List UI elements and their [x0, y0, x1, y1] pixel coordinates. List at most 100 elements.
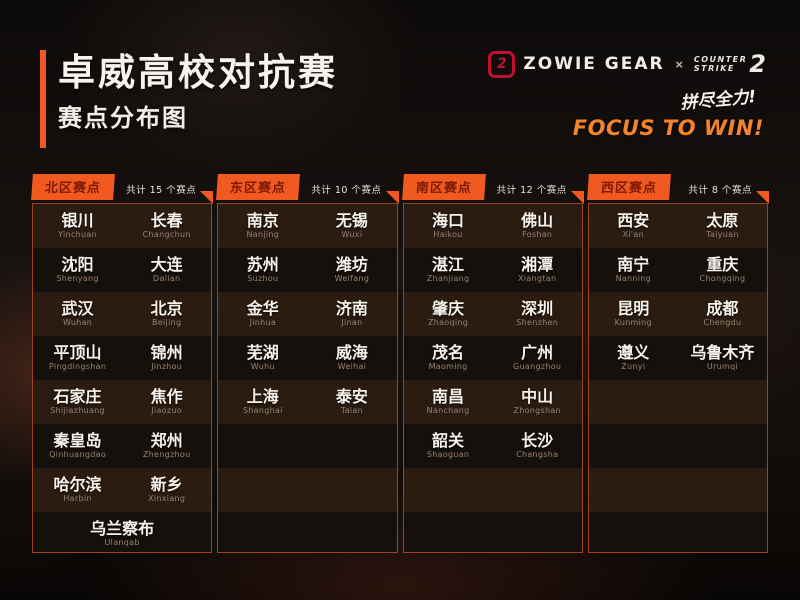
city-row: 遵义 Zunyi 乌鲁木齐 Urumqi	[589, 336, 767, 380]
city-pinyin: Shenzhen	[516, 318, 559, 328]
city-name: 长春	[150, 210, 183, 230]
city-cell: 长春 Changchun	[122, 212, 211, 240]
city-cell: 威海 Weihai	[307, 344, 396, 372]
city-cell: 中山 Zhongshan	[493, 388, 582, 416]
region-count: 共计 10 个赛点	[311, 185, 382, 196]
city-name: 新乡	[150, 474, 183, 494]
city-cell: 上海 Shanghai	[218, 388, 307, 416]
region-count: 共计 12 个赛点	[496, 185, 567, 196]
city-name: 西安	[617, 210, 650, 230]
cs2-logo-line2: STRIKE	[693, 64, 735, 73]
city-pinyin: Wuxi	[341, 230, 363, 240]
city-row: 海口 Haikou 佛山 Foshan	[404, 204, 582, 248]
city-pinyin: Zhengzhou	[142, 450, 191, 460]
city-pinyin: Foshan	[522, 230, 553, 240]
city-pinyin: Weifang	[334, 274, 370, 284]
page-title: 卓威高校对抗赛	[58, 51, 338, 94]
city-cell: 西安 Xi'an	[589, 212, 678, 240]
city-cell: 遵义 Zunyi	[589, 344, 678, 372]
city-row: 沈阳 Shenyang 大连 Dalian	[33, 248, 211, 292]
city-name: 潍坊	[335, 254, 368, 274]
city-pinyin: Yinchuan	[58, 230, 97, 240]
city-pinyin: Beijing	[152, 318, 182, 328]
city-cell: 成都 Chengdu	[678, 300, 767, 328]
city-name: 大连	[150, 254, 183, 274]
city-cell: 韶关 Shaoguan	[404, 432, 493, 460]
city-name: 平顶山	[53, 342, 102, 362]
city-pinyin: Pingdingshan	[48, 362, 107, 372]
city-pinyin: Xi'an	[622, 230, 644, 240]
region-column: 东区赛点 共计 10 个赛点 南京 Nanjing 无锡 Wuxi 苏州 Suzhou 潍坊…	[216, 174, 399, 553]
cs2-logo-line1: COUNTER	[693, 54, 748, 64]
city-pinyin: Wuhu	[250, 362, 275, 372]
city-row: 石家庄 Shijiazhuang 焦作 Jiaozuo	[33, 380, 211, 424]
city-name: 无锡	[335, 210, 368, 230]
city-cell: 焦作 Jiaozuo	[122, 388, 211, 416]
region-panel: 银川 Yinchuan 长春 Changchun 沈阳 Shenyang 大连 Dalian 武…	[32, 203, 213, 553]
city-row: 哈尔滨 Harbin 新乡 Xinxiang	[33, 468, 211, 512]
city-pinyin: Changchun	[142, 230, 191, 240]
region-panel: 西安 Xi'an 太原 Taiyuan 南宁 Nanning 重庆 Chongqing 昆明 Ku…	[587, 203, 768, 553]
city-row: 武汉 Wuhan 北京 Beijing	[33, 292, 211, 336]
region-header: 东区赛点 共计 10 个赛点	[216, 174, 399, 204]
city-row: 银川 Yinchuan 长春 Changchun	[33, 204, 211, 248]
city-name: 焦作	[150, 386, 183, 406]
city-pinyin: Jiaozuo	[151, 406, 183, 416]
city-pinyin: Shanghai	[242, 406, 283, 416]
collab-x-icon: ×	[674, 57, 684, 71]
city-row: 南昌 Nanchang 中山 Zhongshan	[404, 380, 582, 424]
city-cell: 北京 Beijing	[122, 300, 211, 328]
city-name: 银川	[61, 210, 94, 230]
city-pinyin: Maoming	[428, 362, 468, 372]
region-header: 南区赛点 共计 12 个赛点	[401, 174, 584, 204]
city-pinyin: Nanning	[615, 274, 652, 284]
city-pinyin: Zunyi	[621, 362, 646, 372]
city-name: 中山	[521, 386, 554, 406]
city-cell: 金华 Jinhua	[218, 300, 307, 328]
city-name: 南京	[246, 210, 279, 230]
city-cell: 芜湖 Wuhu	[218, 344, 307, 372]
city-name: 深圳	[521, 298, 554, 318]
city-pinyin: Nanchang	[426, 406, 470, 416]
city-pinyin: Jinan	[341, 318, 363, 328]
city-name: 济南	[335, 298, 368, 318]
city-cell: 苏州 Suzhou	[218, 256, 307, 284]
city-cell: 乌兰察布 Ulanqab	[33, 520, 211, 548]
city-pinyin: Wuhan	[62, 318, 93, 328]
city-cell: 湘潭 Xiangtan	[493, 256, 582, 284]
city-name: 南宁	[617, 254, 650, 274]
city-pinyin: Kunming	[614, 318, 652, 328]
city-name: 成都	[706, 298, 739, 318]
corner-accent-icon	[385, 191, 399, 204]
cs2-logo-text: COUNTER STRIKE	[694, 55, 747, 73]
region-panel: 南京 Nanjing 无锡 Wuxi 苏州 Suzhou 潍坊 Weifang 金华 Jinhua…	[217, 203, 398, 553]
city-name: 苏州	[246, 254, 279, 274]
city-name: 湛江	[432, 254, 465, 274]
city-cell: 南宁 Nanning	[589, 256, 678, 284]
city-pinyin: Guangzhou	[513, 362, 562, 372]
city-cell: 无锡 Wuxi	[307, 212, 396, 240]
page-subtitle: 赛点分布图	[58, 104, 188, 132]
city-row: 乌兰察布 Ulanqab	[33, 512, 211, 552]
city-pinyin: Chengdu	[703, 318, 742, 328]
city-cell: 海口 Haikou	[404, 212, 493, 240]
city-row: 湛江 Zhanjiang 湘潭 Xiangtan	[404, 248, 582, 292]
city-row: 平顶山 Pingdingshan 锦州 Jinzhou	[33, 336, 211, 380]
corner-accent-icon	[570, 191, 584, 204]
city-name: 昆明	[617, 298, 650, 318]
city-cell: 南京 Nanjing	[218, 212, 307, 240]
city-pinyin: Changsha	[516, 450, 559, 460]
city-pinyin: Shaoguan	[426, 450, 470, 460]
city-cell: 乌鲁木齐 Urumqi	[678, 344, 767, 372]
city-row: 芜湖 Wuhu 威海 Weihai	[218, 336, 396, 380]
city-name: 乌兰察布	[90, 518, 155, 538]
city-name: 哈尔滨	[53, 474, 102, 494]
city-cell: 泰安 Taian	[307, 388, 396, 416]
city-cell: 昆明 Kunming	[589, 300, 678, 328]
region-column: 西区赛点 共计 8 个赛点 西安 Xi'an 太原 Taiyuan 南宁 Nanning 重…	[586, 174, 769, 553]
city-pinyin: Shenyang	[56, 274, 99, 284]
city-cell: 潍坊 Weifang	[307, 256, 396, 284]
city-name: 南昌	[432, 386, 465, 406]
city-cell: 锦州 Jinzhou	[122, 344, 211, 372]
city-cell: 石家庄 Shijiazhuang	[33, 388, 122, 416]
